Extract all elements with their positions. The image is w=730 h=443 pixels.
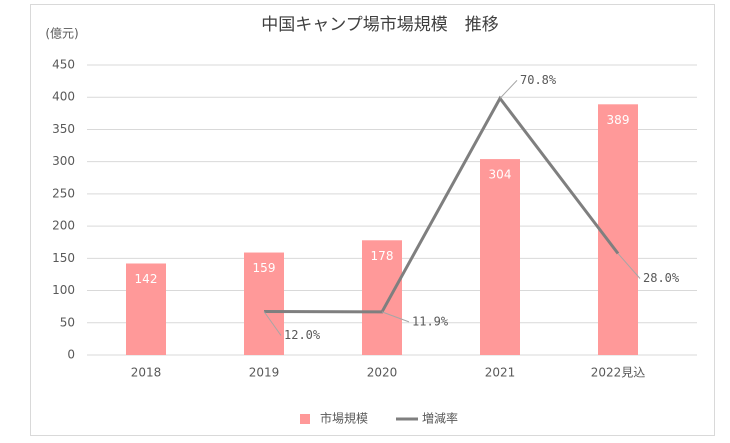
legend-swatch (300, 414, 310, 424)
legend-label: 増減率 (422, 411, 458, 426)
bar (244, 252, 284, 355)
y-tick-label: 100 (52, 283, 75, 297)
line-label: 28.0% (643, 271, 680, 285)
bar (126, 263, 166, 355)
y-tick-label: 450 (52, 58, 75, 72)
x-tick-label: 2018 (131, 366, 162, 380)
bar-label: 142 (135, 272, 158, 286)
leader-line (617, 253, 641, 279)
x-tick-label: 2022見込 (591, 366, 646, 380)
chart-title: 中国キャンプ場市場規模 推移 (261, 15, 499, 35)
line-label: 12.0% (284, 328, 321, 342)
y-tick-label: 0 (67, 348, 75, 362)
x-tick-label: 2020 (367, 366, 398, 380)
y-tick-label: 400 (52, 90, 75, 104)
bar-label: 159 (253, 261, 276, 275)
y-tick-label: 50 (60, 315, 75, 329)
leader-line (499, 80, 518, 99)
bar (362, 240, 402, 355)
leader-line (381, 311, 410, 323)
bar (480, 159, 520, 355)
y-tick-label: 300 (52, 154, 75, 168)
bar-label: 178 (371, 249, 394, 263)
bar-label: 304 (489, 168, 512, 182)
y-tick-label: 350 (52, 122, 75, 136)
leader-line (263, 311, 282, 336)
y-tick-label: 200 (52, 219, 75, 233)
x-tick-label: 2021 (485, 366, 516, 380)
x-tick-label: 2019 (249, 366, 280, 380)
line (263, 95, 620, 314)
bar (598, 104, 638, 355)
line-label: 11.9% (412, 314, 449, 328)
y-tick-label: 150 (52, 251, 75, 265)
line-label: 70.8% (520, 73, 557, 87)
legend-label: 市場規模 (320, 411, 368, 426)
y-tick-label: 250 (52, 186, 75, 200)
bar-label: 389 (607, 113, 630, 127)
y-axis-label: (億元) (45, 27, 78, 41)
